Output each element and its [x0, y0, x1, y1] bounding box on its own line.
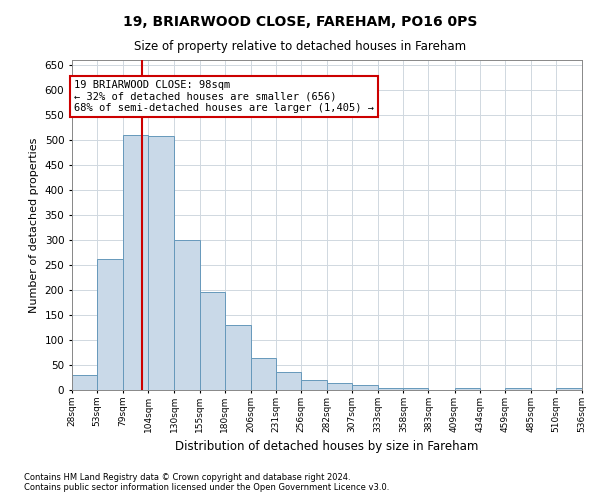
Bar [276, 372, 301, 390]
Bar [97, 258, 123, 390]
Y-axis label: Number of detached properties: Number of detached properties [29, 138, 39, 312]
Bar [72, 375, 97, 390]
Bar [403, 388, 428, 390]
Text: Size of property relative to detached houses in Fareham: Size of property relative to detached ho… [134, 40, 466, 53]
Bar [123, 134, 148, 390]
Bar [251, 358, 276, 390]
Bar [378, 388, 403, 390]
X-axis label: Distribution of detached houses by size in Fareham: Distribution of detached houses by size … [175, 440, 479, 454]
Text: 19, BRIARWOOD CLOSE, FAREHAM, PO16 0PS: 19, BRIARWOOD CLOSE, FAREHAM, PO16 0PS [123, 15, 477, 29]
Bar [455, 388, 479, 390]
Bar [352, 385, 378, 390]
Bar [505, 388, 531, 390]
Bar [301, 380, 327, 390]
Bar [224, 325, 251, 390]
Text: Contains HM Land Registry data © Crown copyright and database right 2024.
Contai: Contains HM Land Registry data © Crown c… [24, 473, 389, 492]
Bar [175, 240, 199, 390]
Bar [556, 388, 582, 390]
Bar [148, 136, 175, 390]
Bar [327, 383, 352, 390]
Bar [199, 292, 224, 390]
Text: 19 BRIARWOOD CLOSE: 98sqm
← 32% of detached houses are smaller (656)
68% of semi: 19 BRIARWOOD CLOSE: 98sqm ← 32% of detac… [74, 80, 374, 113]
